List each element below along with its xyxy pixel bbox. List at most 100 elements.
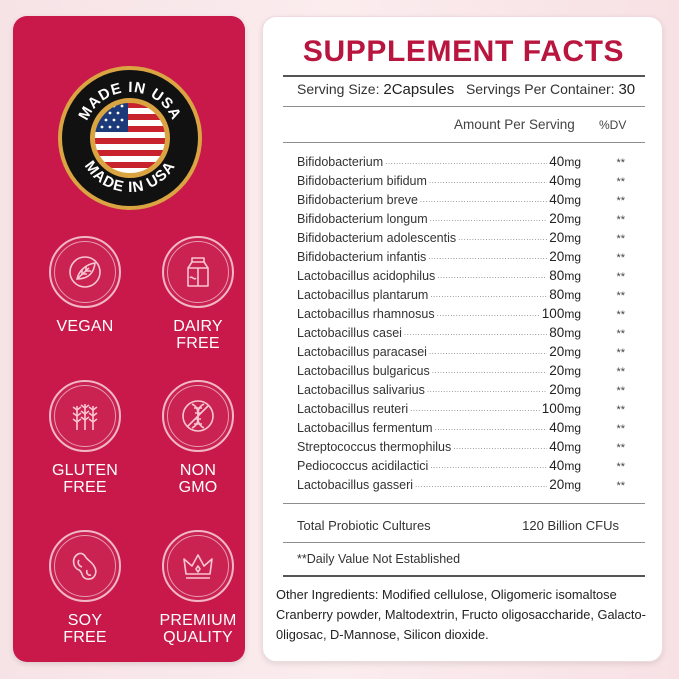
ingredient-row: Bifidobacterium.........................… [297,154,627,173]
ingredient-row: Lactobacillus bulgaricus................… [297,363,627,382]
ingredient-amount: 100mg [542,401,581,416]
ingredient-amount: 40mg [549,420,581,435]
ingredient-amount: 80mg [549,325,581,340]
total-divider [283,542,645,543]
feature-gluten-ring [49,380,121,452]
serving-size-label: Serving Size: [297,81,380,97]
ingredient-amount-unit: mg [564,421,581,435]
ingredient-amount-value: 20 [549,363,565,378]
facts-title: SUPPLEMENT FACTS [302,35,625,68]
dot-leader: ........................................… [431,366,548,375]
dot-leader: ........................................… [419,195,547,204]
feature-dairy-free: DAIRY FREE [153,236,243,352]
ingredient-amount-unit: mg [564,155,581,169]
ingredient-row: Lactobacillus reuteri...................… [297,401,627,420]
ingredient-amount-value: 20 [549,211,565,226]
ingredient-amount-value: 40 [549,458,565,473]
ingredient-amount-unit: mg [564,288,581,302]
crown-icon [183,554,213,579]
dna-icon [182,400,214,432]
ingredient-amount-value: 40 [549,173,565,188]
feature-soy-free: SOY FREE [40,530,130,646]
ingredient-amount-value: 100 [541,306,565,321]
dot-leader: ........................................… [410,404,540,413]
ingredient-dv: ** [616,214,625,226]
total-cultures-row: Total Probiotic Cultures 120 Billion CFU… [297,518,619,533]
ingredient-amount-value: 20 [549,249,565,264]
dot-leader: ........................................… [453,442,547,451]
feature-dairy-label: DAIRY FREE [173,318,223,352]
ingredient-amount: 100mg [542,306,581,321]
ingredient-name: Lactobacillus salivarius [297,383,425,397]
ingredient-amount-value: 40 [549,420,565,435]
ingredient-amount: 40mg [549,173,581,188]
ingredient-dv: ** [616,290,625,302]
feature-soy-label: SOY FREE [63,612,107,646]
dot-leader: ........................................… [430,461,548,470]
ingredient-row: Lactobacillus fermentum.................… [297,420,627,439]
dot-leader: ........................................… [428,176,547,185]
serving-info: Serving Size: 2Capsules Servings Per Con… [297,81,635,98]
dot-leader: ........................................… [428,347,547,356]
ingredient-amount-unit: mg [564,212,581,226]
ingredient-name: Bifidobacterium infantis [297,250,427,264]
title-divider [283,75,645,77]
vegan-leaf-icon [69,256,101,288]
ingredient-name: Lactobacillus acidophilus [297,269,436,283]
ingredient-row: Bifidobacterium infantis................… [297,249,627,268]
ingredient-amount-value: 40 [549,192,565,207]
dot-leader: ........................................… [385,157,548,166]
servings-per-container-value: 30 [618,81,636,98]
ingredient-row: Lactobacillus gasseri...................… [297,477,627,496]
ingredient-dv: ** [616,385,625,397]
feature-vegan-ring [49,236,121,308]
ingredient-amount: 20mg [549,477,581,492]
ingredient-amount-unit: mg [564,383,581,397]
ingredient-amount-unit: mg [564,250,581,264]
ingredient-dv: ** [616,366,625,378]
ingredient-dv: ** [616,480,625,492]
ingredient-dv: ** [616,404,625,416]
made-in-usa-badge: MADE IN USA MADE IN USA [56,64,204,212]
ingredient-dv: ** [616,328,625,340]
ingredient-dv: ** [616,347,625,359]
ingredient-amount: 40mg [549,154,581,169]
ingredient-amount-value: 20 [549,477,565,492]
serving-size-value: 2Capsules [383,81,455,98]
ingredient-name: Bifidobacterium breve [297,193,418,207]
feature-gmo-ring [162,380,234,452]
feature-soy-ring [49,530,121,602]
dot-leader: ........................................… [415,480,547,489]
ingredient-row: Streptococcus thermophilus..............… [297,439,627,458]
ingredient-amount: 20mg [549,363,581,378]
feature-premium-quality: PREMIUM QUALITY [153,530,243,646]
feature-panel: MADE IN USA MADE IN USA VEGAN [13,16,245,662]
made-in-usa-seal: MADE IN USA MADE IN USA [58,66,202,210]
dv-header: %DV [599,118,627,132]
ingredient-name: Lactobacillus bulgaricus [297,364,430,378]
ingredient-amount: 40mg [549,439,581,454]
feature-gmo-label: NON GMO [178,462,218,496]
dot-leader: ........................................… [426,385,548,394]
ingredient-dv: ** [616,176,625,188]
note-divider [283,575,645,577]
ingredient-row: Pediococcus acidilactici................… [297,458,627,477]
total-cultures-label: Total Probiotic Cultures [297,518,431,533]
ingredient-row: Lactobacillus rhamnosus.................… [297,306,627,325]
ingredient-amount-unit: mg [564,174,581,188]
ingredient-row: Lactobacillus plantarum.................… [297,287,627,306]
ingredient-amount-value: 100 [541,401,565,416]
ingredient-name: Lactobacillus fermentum [297,421,433,435]
ingredient-amount: 20mg [549,344,581,359]
ingredient-row: Bifidobacterium longum..................… [297,211,627,230]
ingredient-dv: ** [616,423,625,435]
milk-carton-icon [187,257,209,287]
amount-per-serving-header: Amount Per Serving [454,117,575,132]
ingredient-amount-value: 20 [549,382,565,397]
ingredient-dv: ** [616,157,625,169]
header-divider [283,142,645,143]
ingredient-name: Pediococcus acidilactici [297,459,429,473]
feature-vegan-label: VEGAN [56,318,114,335]
ingredient-amount-value: 40 [549,154,565,169]
ingredient-name: Lactobacillus paracasei [297,345,427,359]
